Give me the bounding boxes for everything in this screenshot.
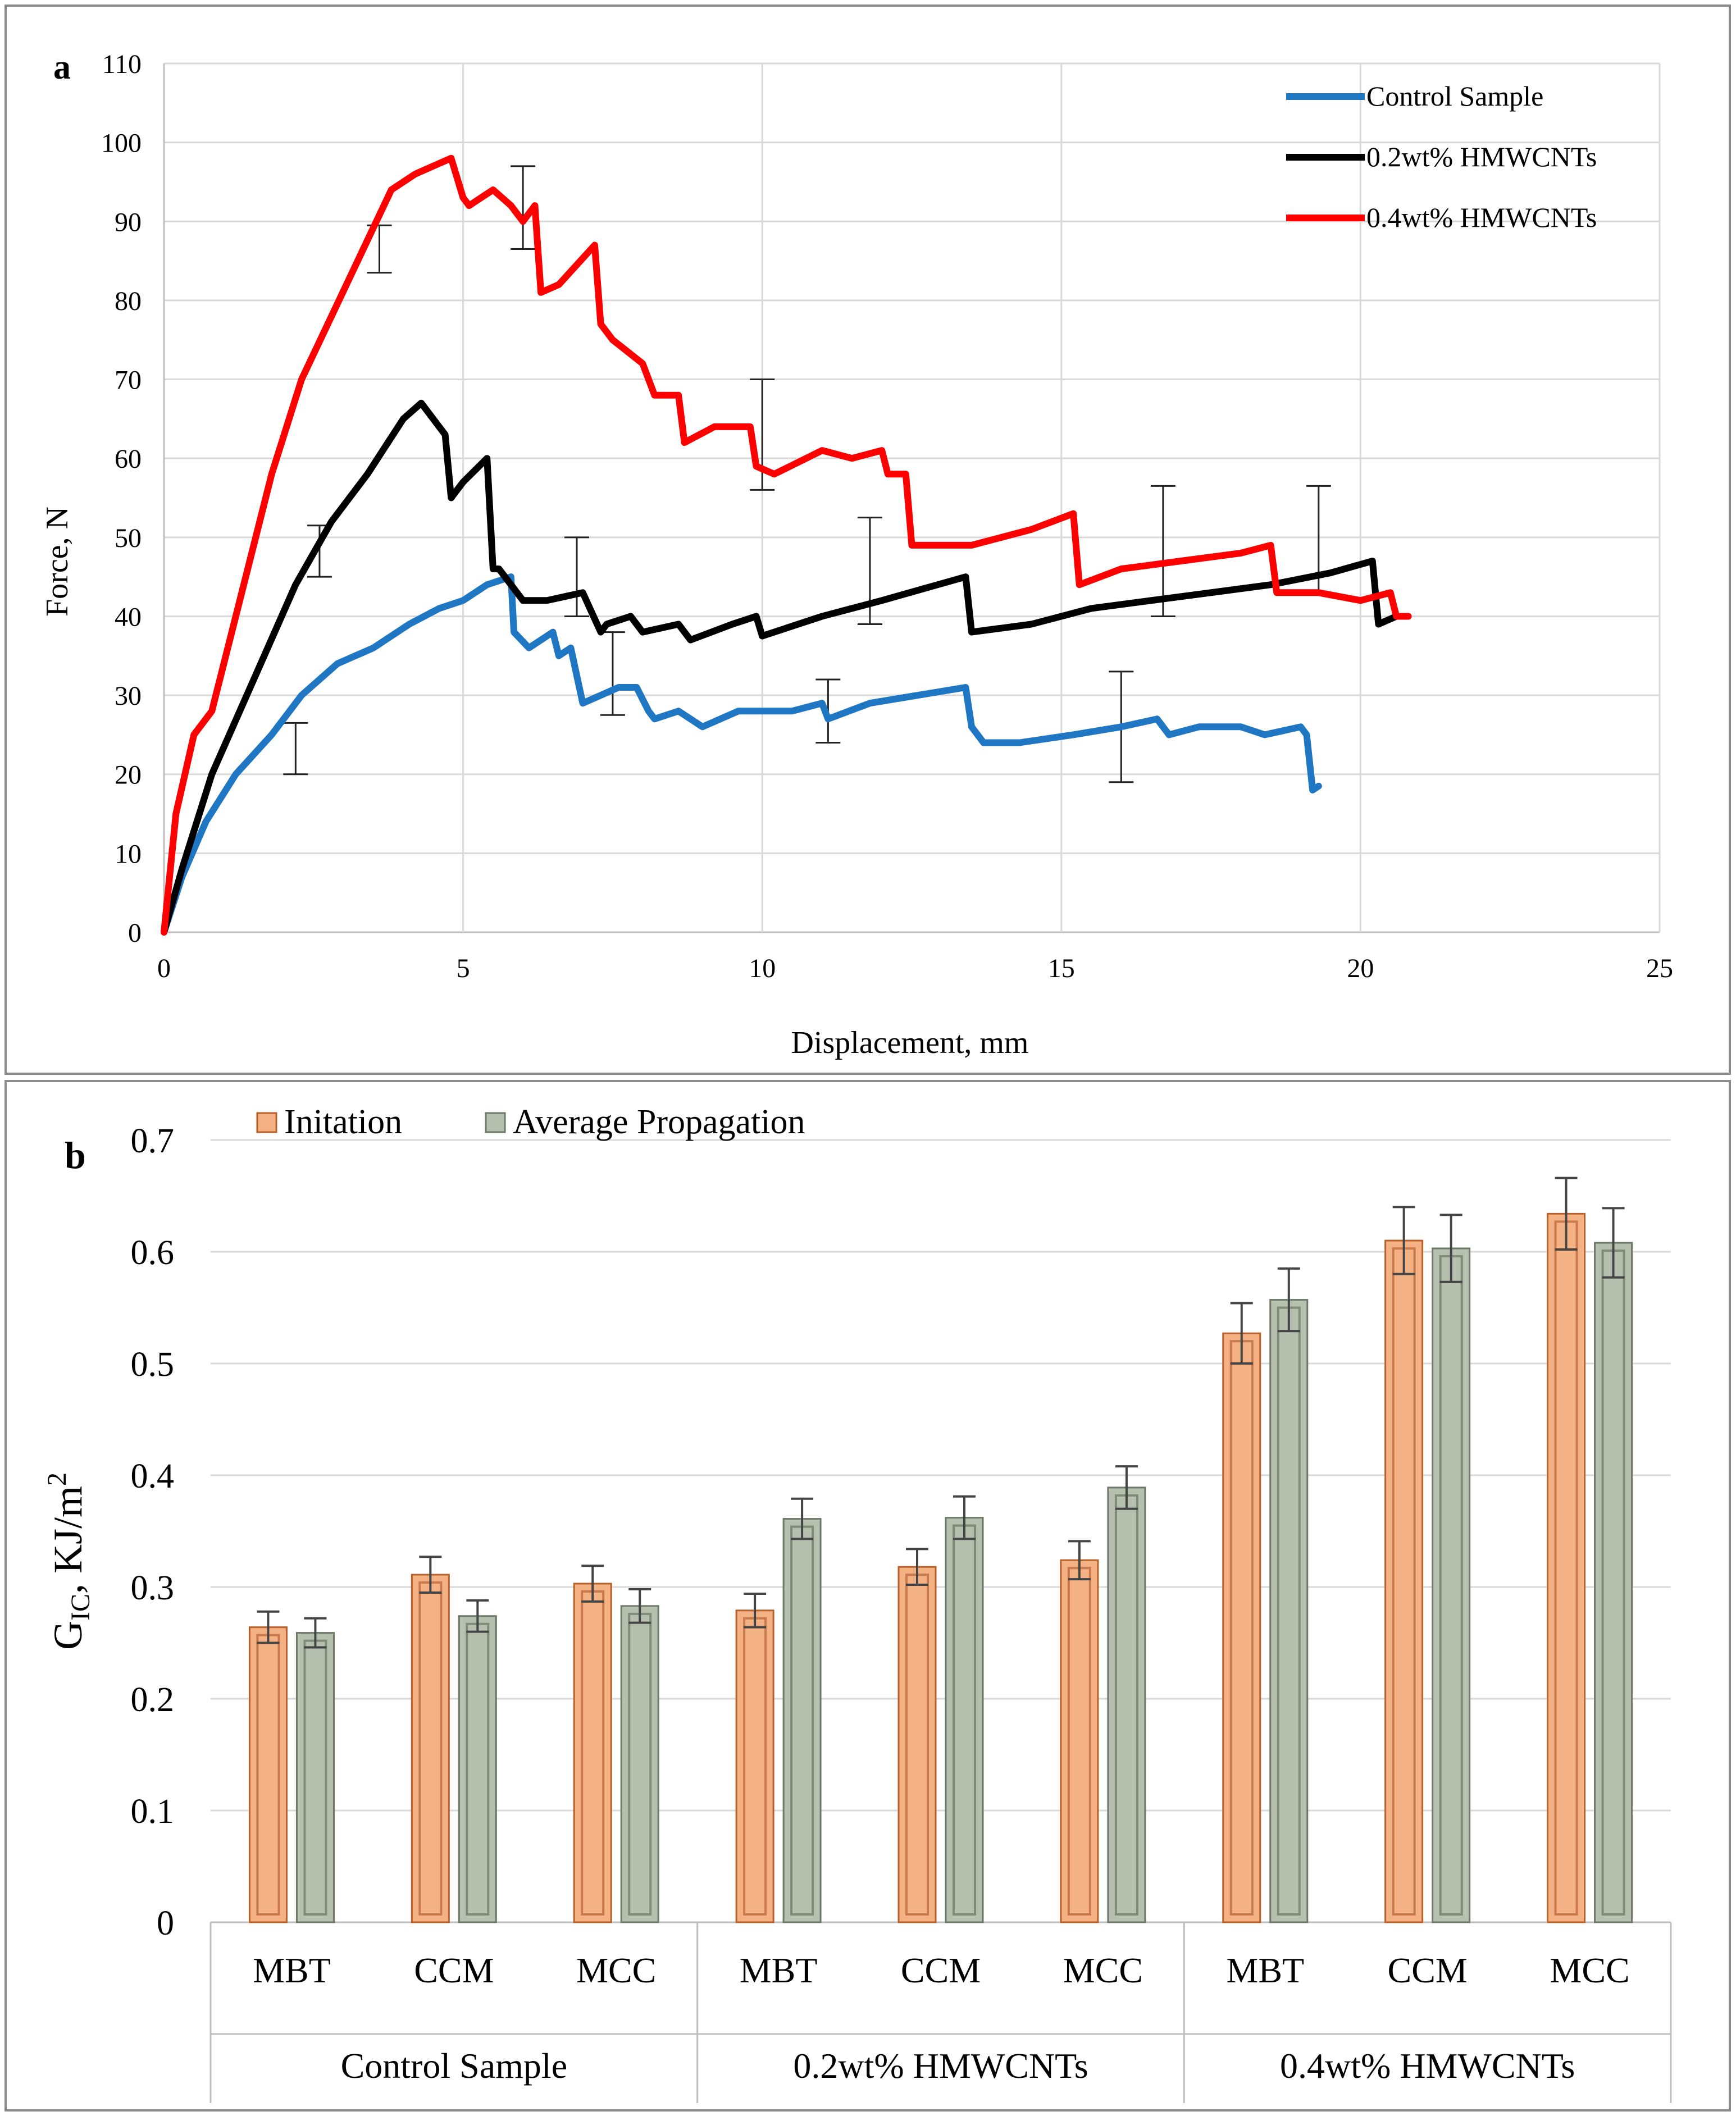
legend-swatch xyxy=(485,1112,506,1133)
panel-a-y-axis-label: Force, N xyxy=(40,507,75,617)
x-tick-label: 10 xyxy=(749,954,776,983)
y-tick-label: 0.1 xyxy=(131,1793,175,1831)
legend-swatch xyxy=(256,1112,277,1133)
category-label: MBT xyxy=(1226,1950,1304,1990)
panel-b-legend: Initation Average Propagation xyxy=(256,1103,805,1141)
y-tick-label: 70 xyxy=(115,366,142,395)
panel-b-tick-labels: 0 0.1 0.2 0.3 0.4 0.5 0.6 0.7 xyxy=(131,1122,175,1942)
panel-b-frame xyxy=(4,1080,1731,2112)
bar xyxy=(945,1517,984,1923)
bar xyxy=(295,1632,335,1923)
legend-entry: Initation xyxy=(284,1103,402,1141)
legend-entry: 0.2wt% HMWCNTs xyxy=(1366,141,1597,172)
y-tick-label: 0 xyxy=(157,1904,174,1942)
panel-b-error-bars xyxy=(257,1176,1625,1649)
y-tick-label: 50 xyxy=(115,523,142,553)
y-tick-label: 100 xyxy=(101,129,142,158)
y-tick-label: 80 xyxy=(115,286,142,316)
category-label: MCC xyxy=(576,1950,656,1990)
bar xyxy=(1594,1242,1633,1923)
bar xyxy=(248,1626,288,1923)
group-label: 0.2wt% HMWCNTs xyxy=(793,2046,1088,2086)
category-label: MCC xyxy=(1550,1950,1629,1990)
series-line xyxy=(161,573,1322,936)
y-label-sup: 2 xyxy=(42,1472,72,1486)
x-tick-label: 15 xyxy=(1048,954,1075,983)
y-label-unit: , KJ/m xyxy=(45,1486,90,1594)
y-tick-label: 0.4 xyxy=(131,1457,175,1495)
panel-a-label: a xyxy=(53,48,71,86)
panel-a-gridlines xyxy=(163,62,1661,933)
legend-entry: Average Propagation xyxy=(513,1103,805,1141)
category-label: MCC xyxy=(1063,1950,1143,1990)
bar xyxy=(411,1574,450,1923)
bar xyxy=(573,1583,612,1923)
y-tick-label: 60 xyxy=(115,444,142,474)
y-tick-label: 30 xyxy=(115,681,142,711)
bar xyxy=(620,1605,659,1923)
y-label-sub: IC xyxy=(66,1594,95,1621)
y-label-g: G xyxy=(45,1621,90,1650)
panel-a-legend: Control Sample 0.2wt% HMWCNTs 0.4wt% HMWCN… xyxy=(1286,80,1597,233)
panel-b-y-axis-label: GIC, KJ/m2 xyxy=(42,1472,95,1650)
panel-a-series-lines xyxy=(161,154,1412,936)
bar xyxy=(1269,1299,1309,1923)
bar xyxy=(897,1566,937,1923)
y-tick-label: 0.5 xyxy=(131,1346,175,1384)
y-tick-label: 0.3 xyxy=(131,1569,175,1607)
x-tick-label: 25 xyxy=(1646,954,1673,983)
category-label: MBT xyxy=(253,1950,331,1990)
category-label: CCM xyxy=(901,1950,981,1990)
bar xyxy=(782,1518,822,1923)
bar xyxy=(1547,1212,1586,1923)
panel-a-x-axis-label: Displacement, mm xyxy=(791,1025,1028,1060)
panel-b-category-axis: MBT CCM MCC MBT CCM MCC MBT CCM MCC Control Sampl… xyxy=(209,1922,1672,2103)
bar xyxy=(1432,1247,1471,1923)
x-tick-label: 0 xyxy=(157,954,171,983)
y-tick-label: 0.2 xyxy=(131,1681,175,1719)
x-tick-label: 5 xyxy=(457,954,470,983)
panel-a-tick-labels: 0 10 20 30 40 50 60 70 80 90 100 110 0 5 10 15 20 25 xyxy=(101,49,1673,983)
bar xyxy=(735,1609,774,1923)
bar xyxy=(1107,1486,1146,1923)
y-tick-label: 90 xyxy=(115,207,142,237)
y-tick-label: 10 xyxy=(115,839,142,869)
legend-entry: Control Sample xyxy=(1366,80,1543,112)
panel-b-gic-bar-chart: 0 0.1 0.2 0.3 0.4 0.5 0.6 0.7 MBT CCM MCC MBT CCM MC… xyxy=(4,1080,1731,2112)
bar xyxy=(1222,1332,1261,1923)
series-line xyxy=(161,154,1412,936)
panel-a-error-bars xyxy=(283,165,1331,783)
group-label: 0.4wt% HMWCNTs xyxy=(1280,2046,1575,2086)
y-tick-label: 40 xyxy=(115,602,142,632)
y-tick-label: 110 xyxy=(102,49,142,79)
group-label: Control Sample xyxy=(341,2046,568,2086)
category-label: MBT xyxy=(740,1950,818,1990)
legend-entry: 0.4wt% HMWCNTs xyxy=(1366,202,1597,233)
series-line xyxy=(161,399,1400,936)
bar xyxy=(1384,1239,1424,1923)
bar xyxy=(1060,1559,1099,1923)
bar xyxy=(458,1615,497,1923)
panel-a-frame xyxy=(4,4,1731,1075)
y-tick-label: 0.7 xyxy=(131,1122,175,1160)
x-tick-label: 20 xyxy=(1347,954,1374,983)
panel-b-label: b xyxy=(65,1134,86,1176)
panel-b-gridlines xyxy=(211,1139,1671,1923)
category-label: CCM xyxy=(1388,1950,1468,1990)
y-tick-label: 0.6 xyxy=(131,1234,175,1272)
y-tick-label: 0 xyxy=(128,918,142,948)
y-tick-label: 20 xyxy=(115,760,142,790)
panel-a-force-displacement-chart: 0 10 20 30 40 50 60 70 80 90 100 110 0 5 10 15 20 25 a Di… xyxy=(4,4,1731,1075)
panel-b-bars xyxy=(248,1212,1633,1923)
category-label: CCM xyxy=(414,1950,494,1990)
